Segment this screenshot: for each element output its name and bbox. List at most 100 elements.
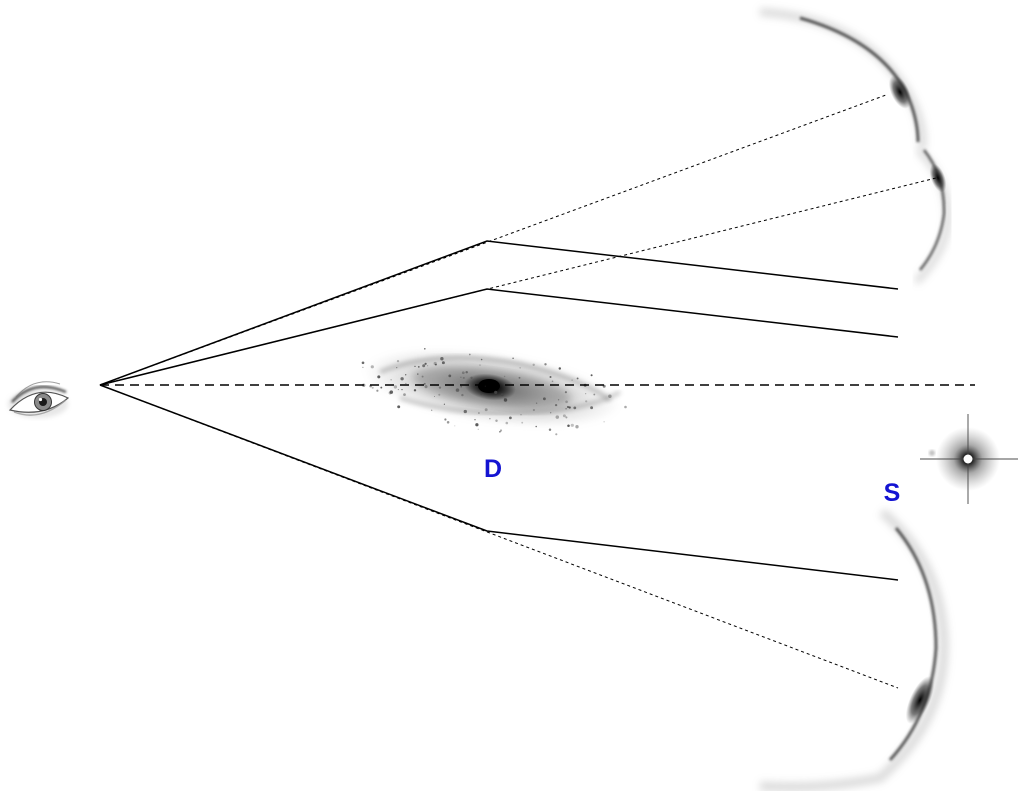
galaxy-speck bbox=[500, 393, 504, 397]
galaxy-speck bbox=[377, 375, 381, 379]
galaxy-speck bbox=[558, 367, 562, 370]
galaxy-speck bbox=[494, 390, 498, 394]
galaxy-speck bbox=[585, 400, 588, 403]
galaxy-speck bbox=[567, 424, 570, 428]
galaxy-speck bbox=[463, 409, 467, 414]
galaxy-speck bbox=[389, 390, 394, 394]
galaxy-speck bbox=[370, 365, 374, 369]
galaxy-speck bbox=[593, 393, 596, 396]
galaxy-speck bbox=[480, 394, 482, 396]
galaxy-speck bbox=[433, 361, 437, 366]
galaxy-speck bbox=[603, 421, 605, 423]
galaxy-speck bbox=[462, 376, 465, 379]
galaxy-speck bbox=[380, 386, 383, 389]
galaxy-speck bbox=[573, 406, 577, 410]
galaxy-speck bbox=[518, 376, 521, 379]
galaxy-speck bbox=[443, 403, 445, 405]
galaxy-speck bbox=[468, 353, 471, 356]
galaxy-speck bbox=[608, 394, 612, 398]
galaxy-speck bbox=[544, 363, 547, 366]
lensed-arc-lower bbox=[759, 508, 949, 791]
galaxy-speck bbox=[470, 376, 473, 379]
galaxy-speck bbox=[446, 421, 450, 424]
apparent-sight-lines bbox=[99, 94, 937, 689]
galaxy-speck bbox=[567, 406, 569, 408]
galaxy-speck bbox=[414, 365, 416, 368]
galaxy-speck bbox=[565, 416, 568, 419]
galaxy-speck bbox=[555, 415, 560, 419]
galaxy-speck bbox=[396, 359, 400, 363]
galaxy-speck bbox=[460, 376, 462, 378]
galaxy-speck bbox=[479, 364, 481, 366]
star-icon bbox=[920, 414, 1018, 504]
galaxy-speck bbox=[564, 391, 567, 394]
galaxy-speck bbox=[397, 405, 401, 409]
galaxy-speck bbox=[555, 433, 558, 436]
galaxy-speck bbox=[421, 375, 424, 378]
galaxy-speck bbox=[505, 421, 509, 425]
galaxy-speck bbox=[520, 414, 522, 416]
galaxy-speck bbox=[417, 373, 419, 375]
galaxy-speck bbox=[460, 385, 463, 388]
galaxy-speck bbox=[499, 429, 503, 432]
galaxy-speck bbox=[435, 363, 437, 366]
galaxy-speck bbox=[562, 414, 566, 418]
galaxy-speck bbox=[405, 374, 407, 376]
galaxy-speck bbox=[565, 407, 567, 410]
galaxy-speck bbox=[521, 421, 524, 424]
lensed-arc-upper bbox=[759, 8, 927, 149]
galaxy-speck bbox=[551, 380, 554, 383]
galaxy-speck bbox=[388, 391, 392, 395]
galaxy-speck bbox=[477, 428, 479, 430]
galaxy-speck bbox=[417, 366, 420, 368]
lens-label: D bbox=[484, 455, 502, 483]
galaxy-speck bbox=[554, 403, 558, 407]
galaxy-speck bbox=[548, 428, 552, 432]
lensed-arc-middle bbox=[913, 147, 952, 285]
galaxy-speck bbox=[480, 358, 483, 361]
galaxy-speck bbox=[550, 412, 552, 414]
light-path-lower bbox=[99, 384, 899, 581]
galaxy-speck bbox=[405, 382, 407, 384]
galaxy-speck bbox=[495, 419, 498, 423]
galaxy-speck bbox=[438, 386, 442, 389]
galaxy-speck bbox=[426, 365, 429, 367]
galaxy-speck bbox=[571, 379, 573, 381]
source-label: S bbox=[884, 479, 901, 507]
galaxy-speck bbox=[454, 425, 456, 427]
galaxy-speck bbox=[484, 385, 486, 387]
galaxy-speck bbox=[423, 382, 426, 385]
galaxy-speck bbox=[461, 393, 464, 397]
galaxy-speck bbox=[568, 406, 571, 409]
galaxy-speck bbox=[431, 409, 433, 411]
galaxy-speck bbox=[413, 389, 417, 392]
galaxy-speck bbox=[440, 357, 444, 361]
galaxy-speck bbox=[504, 397, 506, 400]
galaxy-speck bbox=[403, 393, 406, 396]
galaxy-speck bbox=[362, 366, 364, 369]
galaxy-speck bbox=[499, 430, 501, 433]
galaxy-speck bbox=[400, 377, 404, 381]
galaxy-speck bbox=[532, 408, 535, 412]
galaxy-speck bbox=[474, 419, 476, 421]
galaxy-speck bbox=[503, 375, 506, 378]
galaxy-speck bbox=[434, 396, 435, 397]
galaxy-speck bbox=[477, 412, 480, 414]
galaxy-speck bbox=[401, 389, 403, 391]
galaxy-speck bbox=[424, 385, 428, 389]
galaxy-speck bbox=[549, 376, 552, 378]
galaxy-speck bbox=[448, 374, 452, 378]
galaxy-speck bbox=[590, 374, 593, 377]
galaxy-speck bbox=[565, 400, 568, 404]
galaxy-speck bbox=[424, 362, 427, 365]
galaxy-speck bbox=[461, 371, 465, 375]
galaxy-speck bbox=[465, 370, 468, 374]
eye-icon bbox=[8, 381, 70, 418]
sight-line-upper bbox=[99, 94, 887, 386]
galaxy-speck bbox=[441, 361, 445, 365]
galaxy-speck bbox=[361, 361, 365, 365]
galaxy-speck bbox=[475, 423, 479, 427]
galaxy-speck bbox=[512, 357, 514, 359]
galaxy-speck bbox=[371, 386, 374, 389]
